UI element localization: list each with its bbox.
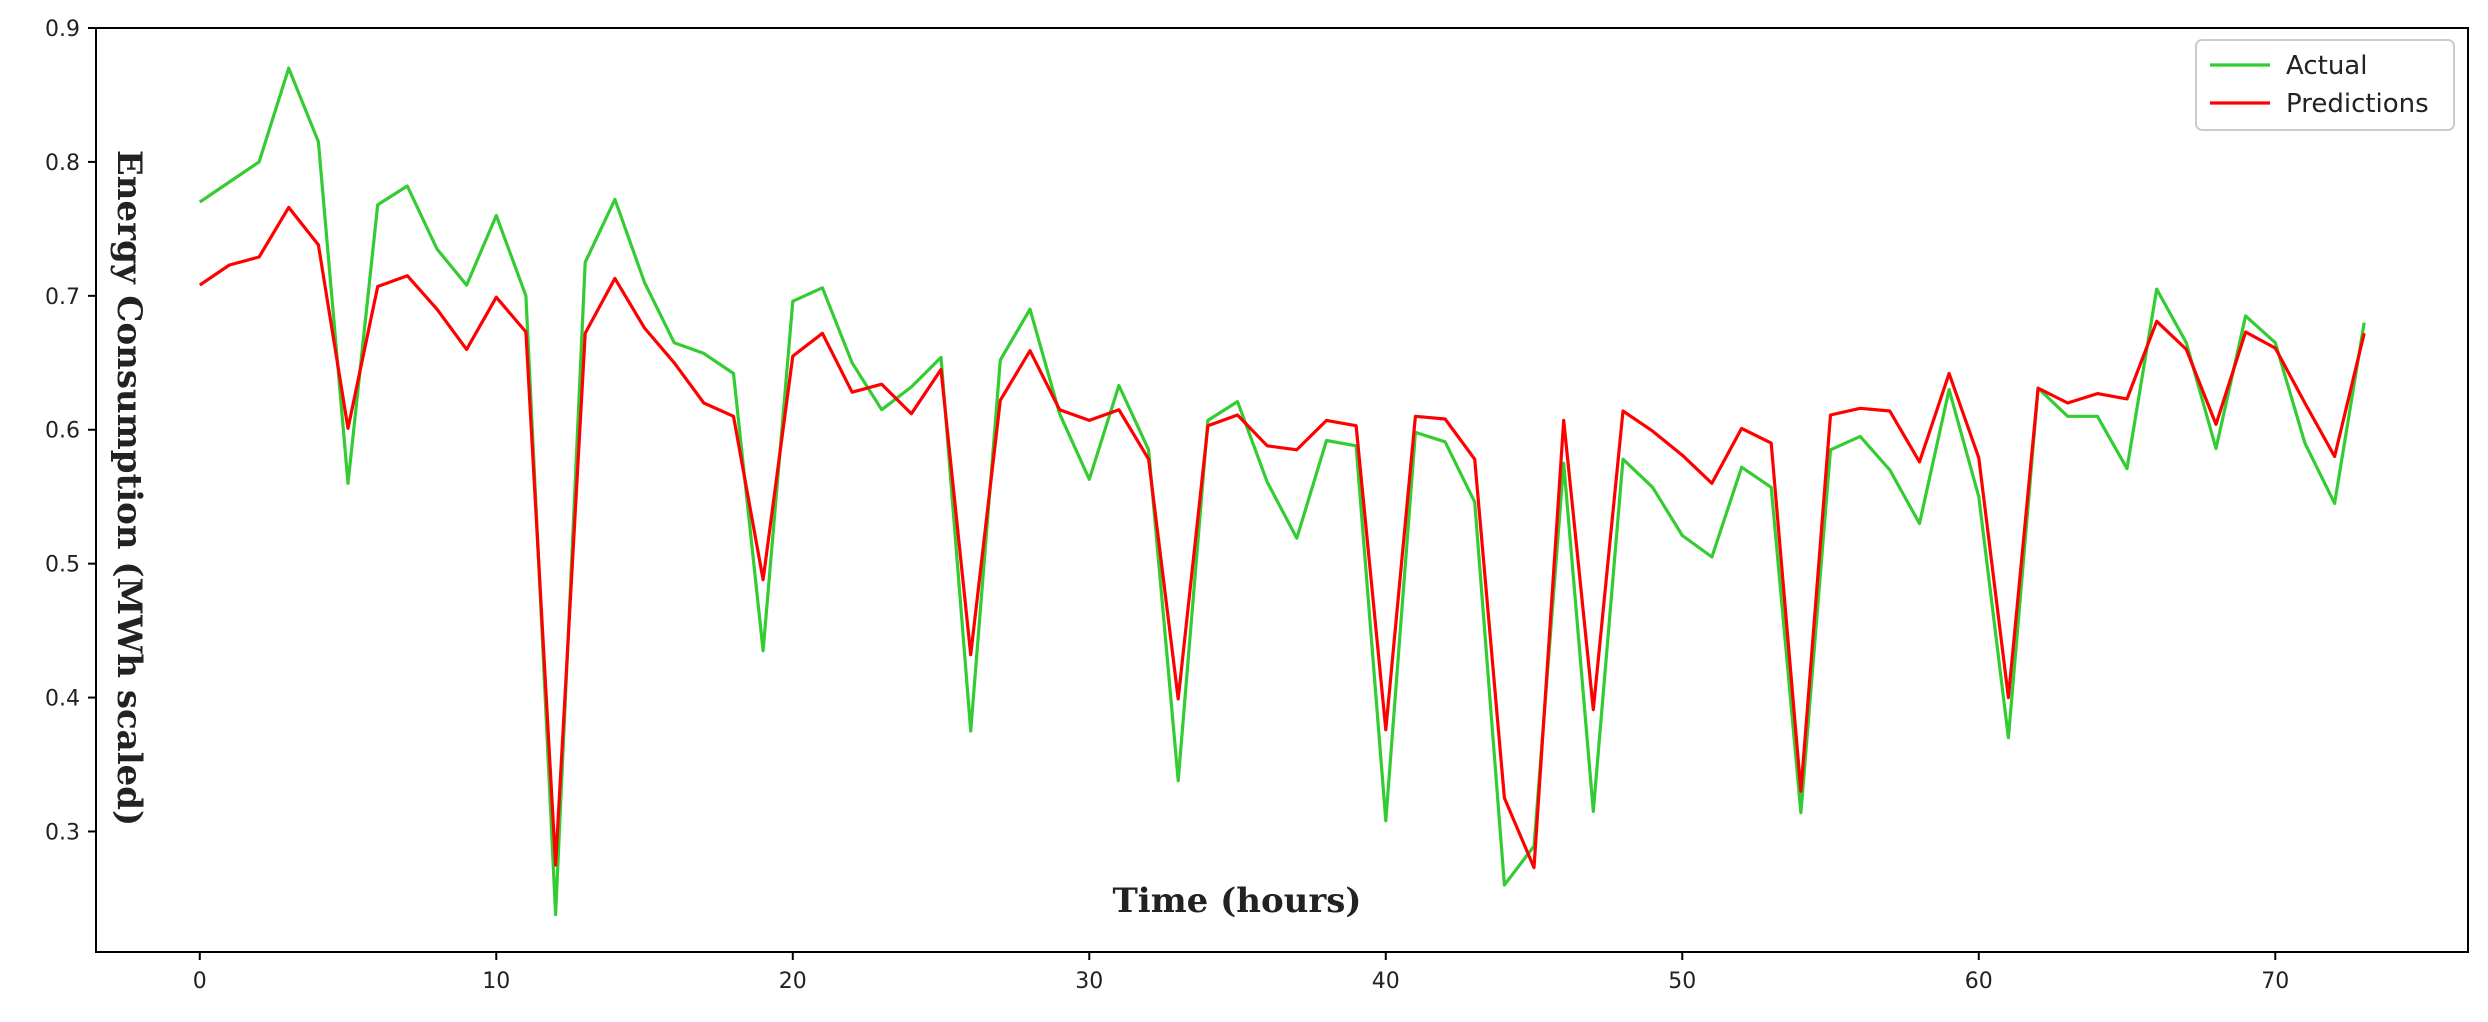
y-tick-label: 0.6 — [45, 419, 80, 444]
x-tick-label: 30 — [1075, 969, 1103, 994]
series-line-predictions — [198, 205, 2366, 870]
series-line-actual — [198, 66, 2366, 917]
x-axis-title: Time (hours) — [1112, 881, 1361, 921]
x-tick-label: 50 — [1668, 969, 1696, 994]
x-axis: 0 10 20 30 40 50 60 70 — [193, 952, 2289, 994]
legend-box — [2195, 39, 2455, 131]
y-tick-label: 0.9 — [45, 17, 80, 42]
x-tick-label: 70 — [2261, 969, 2289, 994]
x-tick-label: 0 — [193, 969, 207, 994]
plot-frame — [95, 27, 2469, 953]
y-axis: 0.3 0.4 0.5 0.6 0.7 0.8 0.9 — [45, 17, 96, 845]
y-tick-label: 0.7 — [45, 285, 80, 310]
x-tick-label: 40 — [1372, 969, 1400, 994]
plot-lines — [198, 66, 2366, 917]
y-axis-title: Energy Consumption (MWh scaled) — [109, 150, 149, 826]
y-tick-label: 0.5 — [45, 553, 80, 578]
legend-label-predictions: Predictions — [2286, 89, 2429, 119]
x-tick-label: 20 — [779, 969, 807, 994]
legend-label-actual: Actual — [2286, 51, 2367, 81]
y-tick-label: 0.8 — [45, 151, 80, 176]
y-tick-label: 0.3 — [45, 820, 80, 845]
y-tick-label: 0.4 — [45, 687, 80, 712]
x-tick-label: 60 — [1965, 969, 1993, 994]
legend: Actual Predictions — [2195, 39, 2455, 131]
x-tick-label: 10 — [482, 969, 510, 994]
